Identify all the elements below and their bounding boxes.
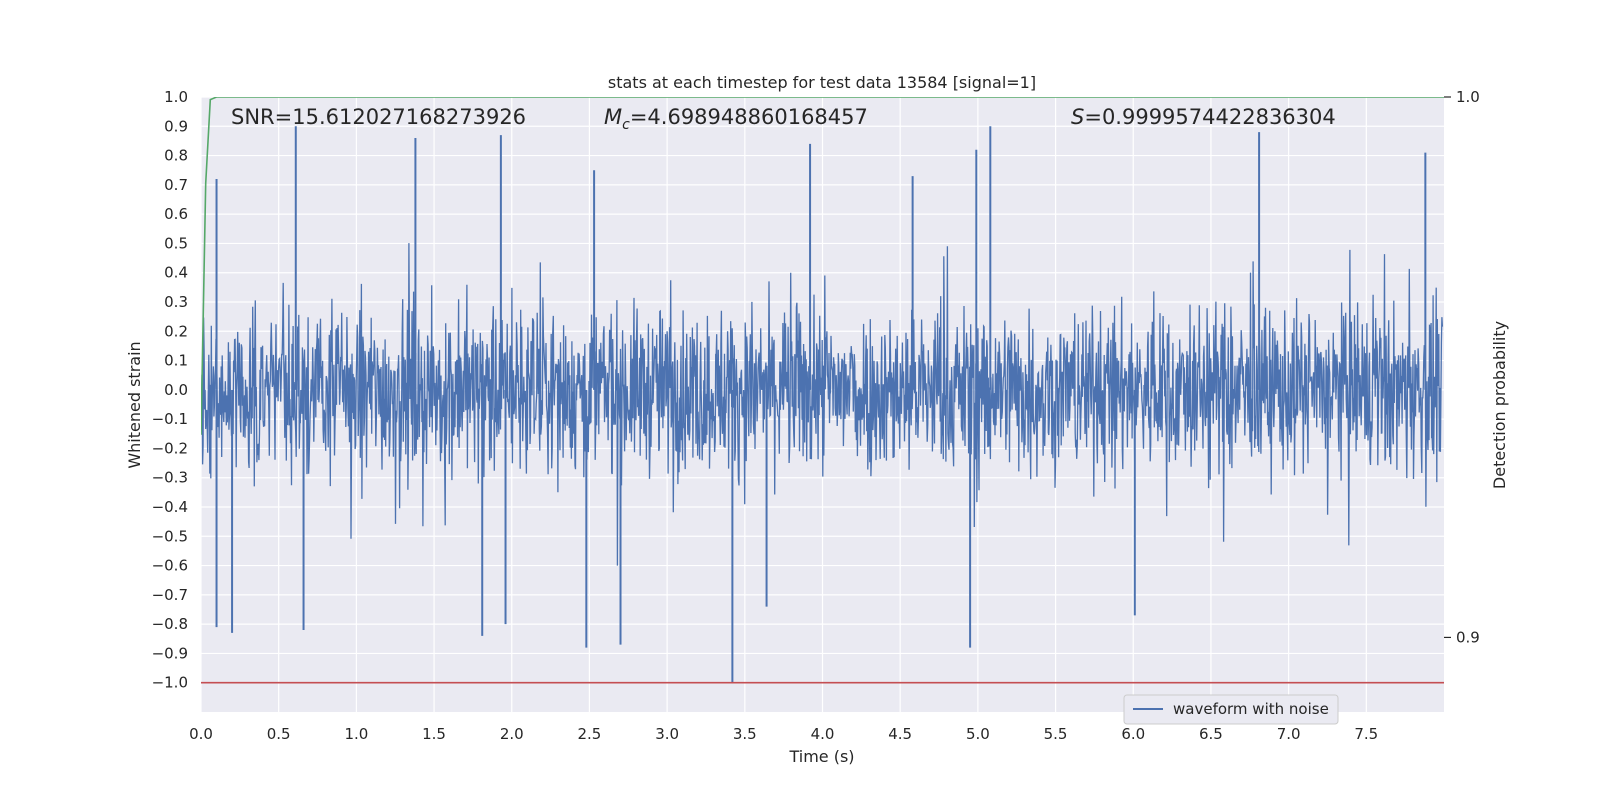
snr-annotation: SNR=15.612027168273926 xyxy=(231,105,526,129)
x-axis-label: Time (s) xyxy=(788,747,854,766)
y-tick-label: 1.0 xyxy=(164,88,188,106)
legend: waveform with noise xyxy=(1123,694,1339,725)
y-tick-label: 0.8 xyxy=(164,147,188,165)
s-symbol: S xyxy=(1071,105,1084,129)
x-tick-label: 6.5 xyxy=(1199,725,1223,743)
s-annotation: S=0.9999574422836304 xyxy=(1071,105,1336,129)
y-tick-label: −0.7 xyxy=(152,586,188,604)
y-tick-label: −0.8 xyxy=(152,615,188,633)
y-tick-label: −0.6 xyxy=(152,557,188,575)
x-tick-label: 5.0 xyxy=(966,725,990,743)
chart-title: stats at each timestep for test data 135… xyxy=(608,73,1036,92)
x-tick-label: 0.5 xyxy=(267,725,291,743)
x-tick-label: 5.5 xyxy=(1044,725,1068,743)
detection-probability-line xyxy=(201,97,1444,435)
y-tick-label: 0.6 xyxy=(164,205,188,223)
mc-subscript: c xyxy=(622,117,630,133)
x-tick-label: 2.0 xyxy=(500,725,524,743)
y-tick-label: −0.3 xyxy=(152,469,188,487)
x-tick-label: 4.5 xyxy=(888,725,912,743)
y-tick-label: 0.1 xyxy=(164,352,188,370)
x-tick-label: 3.0 xyxy=(655,725,679,743)
y-tick-label: −0.5 xyxy=(152,527,188,545)
mc-symbol: M xyxy=(604,105,622,129)
x-tick-label: 7.5 xyxy=(1354,725,1378,743)
mc-value: =4.698948860168457 xyxy=(630,105,868,129)
y-tick-label: −0.2 xyxy=(152,439,188,457)
y2-tick-label: 1.0 xyxy=(1456,88,1480,106)
y2-axis-label: Detection probability xyxy=(1490,321,1509,489)
y2-tick-label: 0.9 xyxy=(1456,628,1480,646)
x-tick-label: 3.5 xyxy=(733,725,757,743)
x-tick-label: 2.5 xyxy=(578,725,602,743)
x-tick-labels: 0.0 0.5 1.0 1.5 2.0 2.5 3.0 3.5 4.0 4.5 5.0 5.5 6.0 6… xyxy=(189,725,1378,743)
y-tick-label: 0.7 xyxy=(164,176,188,194)
y-tick-label: −0.9 xyxy=(152,644,188,662)
y-tick-label: 0.0 xyxy=(164,381,188,399)
legend-box xyxy=(1123,694,1339,725)
x-tick-label: 7.0 xyxy=(1277,725,1301,743)
x-tick-label: 1.0 xyxy=(344,725,368,743)
x-tick-label: 0.0 xyxy=(189,725,213,743)
y-tick-label: 0.2 xyxy=(164,322,188,340)
y-tick-label: −1.0 xyxy=(152,674,188,692)
waveform-series-line xyxy=(201,243,1444,566)
series-layer xyxy=(201,97,1444,684)
y2-tick-labels: 1.0 0.9 xyxy=(1444,88,1480,646)
mc-annotation: Mc=4.698948860168457 xyxy=(604,105,868,133)
x-tick-label: 6.0 xyxy=(1121,725,1145,743)
y-tick-label: 0.4 xyxy=(164,264,188,282)
y-tick-label: 0.5 xyxy=(164,234,188,252)
y-axis-label: Whitened strain xyxy=(125,341,144,468)
legend-label-waveform: waveform with noise xyxy=(1173,700,1329,718)
s-value: =0.9999574422836304 xyxy=(1084,105,1335,129)
y-tick-label: −0.1 xyxy=(152,410,188,428)
y-tick-label: 0.9 xyxy=(164,117,188,135)
x-tick-label: 1.5 xyxy=(422,725,446,743)
y-tick-label: −0.4 xyxy=(152,498,188,516)
y-tick-labels: 1.0 0.9 0.8 0.7 0.6 0.5 0.4 0.3 0.2 0.1 0.0 −0.1 −0.… xyxy=(152,88,188,692)
y-tick-label: 0.3 xyxy=(164,293,188,311)
x-tick-label: 4.0 xyxy=(811,725,835,743)
